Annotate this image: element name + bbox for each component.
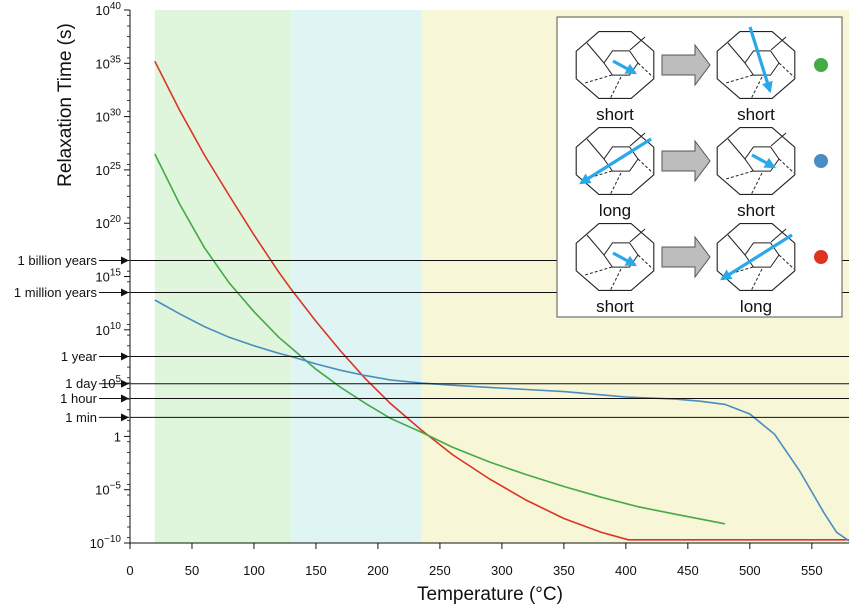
- polyhedron-hidden-edge: [609, 172, 622, 196]
- polyhedron-hidden-edge: [778, 158, 795, 174]
- dipole-arrow: [612, 59, 637, 75]
- polyhedron-edge: [629, 36, 646, 51]
- shaded-region-2: [291, 10, 422, 543]
- y-axis-title: Relaxation Time (s): [55, 23, 76, 187]
- y-tick-label: 1010: [95, 321, 121, 338]
- series-color-dot: [814, 250, 828, 264]
- polyhedron-hidden-edge: [609, 268, 622, 292]
- y-tick-label: 1020: [95, 214, 121, 231]
- dipole-arrow: [612, 251, 637, 267]
- x-tick-label: 350: [553, 563, 575, 578]
- polyhedron-edge: [629, 228, 646, 243]
- polyhedron-edge: [770, 36, 787, 51]
- y-tick-label: 10−10: [90, 534, 122, 551]
- dipole-arrow: [751, 153, 776, 169]
- x-tick-label: 550: [801, 563, 823, 578]
- polyhedron-hidden-edge: [750, 268, 763, 292]
- transition-arrow: [661, 235, 711, 279]
- polyhedron-edge: [586, 234, 605, 256]
- polyhedron-hidden-edge: [609, 76, 622, 100]
- shaded-region-1: [154, 10, 292, 543]
- x-tick-label: 450: [677, 563, 699, 578]
- x-axis-title: Temperature (°C): [417, 584, 563, 605]
- y-tick-label: 105: [101, 374, 121, 391]
- polyhedron-hidden-edge: [637, 62, 654, 78]
- x-tick-label: 150: [305, 563, 327, 578]
- y-tick-label: 10−5: [95, 481, 121, 498]
- series-layer: [154, 60, 849, 542]
- inset-to-label: long: [740, 297, 772, 316]
- reference-label: 1 min: [65, 410, 97, 425]
- x-tick-label: 0: [126, 563, 133, 578]
- x-tick-label: 100: [243, 563, 265, 578]
- series-color-dot: [814, 58, 828, 72]
- polyhedron-outline: [575, 31, 655, 99]
- reference-label: 1 million years: [14, 285, 98, 300]
- x-tick-label: 50: [185, 563, 199, 578]
- polyhedron-edge: [629, 132, 646, 147]
- transition-arrow: [661, 139, 711, 183]
- inset-from-label: short: [596, 105, 634, 124]
- polyhedron-outline: [716, 127, 796, 195]
- x-tick-label: 300: [491, 563, 513, 578]
- polyhedron-hidden-edge: [750, 172, 763, 196]
- x-tick-label: 200: [367, 563, 389, 578]
- inset-from-polyhedron: [575, 223, 655, 292]
- y-tick-label: 1035: [95, 54, 121, 71]
- inset-from-label: long: [599, 201, 631, 220]
- series-color-dot: [814, 154, 828, 168]
- dipole-arrow: [579, 137, 652, 185]
- series-line-1: [154, 60, 849, 541]
- y-tick-label: 1: [114, 429, 121, 444]
- reference-label: 1 billion years: [18, 253, 98, 268]
- x-tick-label: 400: [615, 563, 637, 578]
- dipole-arrow: [720, 233, 793, 281]
- polyhedron-edge: [770, 132, 787, 147]
- inset-from-label: short: [596, 297, 634, 316]
- inset-to-polyhedron: [716, 26, 796, 100]
- series-line-2: [154, 153, 726, 525]
- reference-label: 1 day: [65, 376, 97, 391]
- polyhedron-edge: [586, 138, 605, 160]
- inset-to-polyhedron: [716, 223, 796, 292]
- x-tick-label: 500: [739, 563, 761, 578]
- inset-legend: short short long short short long: [556, 16, 843, 318]
- polyhedron-hidden-edge: [750, 76, 763, 100]
- y-tick-label: 1030: [95, 108, 121, 125]
- x-tick-label: 250: [429, 563, 451, 578]
- polyhedron-edge: [770, 228, 787, 243]
- y-tick-label: 1025: [95, 161, 121, 178]
- inset-to-polyhedron: [716, 127, 796, 196]
- series-line-3: [154, 299, 849, 542]
- reference-label: 1 year: [61, 349, 98, 364]
- polyhedron-hidden-edge: [637, 254, 654, 270]
- y-tick-label: 1040: [95, 1, 121, 18]
- polyhedron-outline: [575, 223, 655, 291]
- y-tick-label: 1015: [95, 268, 121, 285]
- inset-to-label: short: [737, 105, 775, 124]
- polyhedron-hidden-edge: [778, 254, 795, 270]
- polyhedron-hidden-edge: [637, 158, 654, 174]
- polyhedron-edge: [727, 234, 746, 256]
- reference-label: 1 hour: [60, 391, 98, 406]
- polyhedron-edge: [586, 42, 605, 64]
- dipole-arrow: [748, 26, 773, 94]
- axes: 0 50 100 150 200 250 300 350 400 450 500 550 10−10 10…: [90, 1, 849, 578]
- polyhedron-edge: [727, 42, 746, 64]
- inset-from-polyhedron: [575, 127, 655, 196]
- polyhedron-hidden-edge: [778, 62, 795, 78]
- polyhedron-edge: [727, 138, 746, 160]
- transition-arrow: [661, 43, 711, 87]
- inset-to-label: short: [737, 201, 775, 220]
- polyhedron-outline: [716, 31, 796, 99]
- inset-from-polyhedron: [575, 31, 655, 100]
